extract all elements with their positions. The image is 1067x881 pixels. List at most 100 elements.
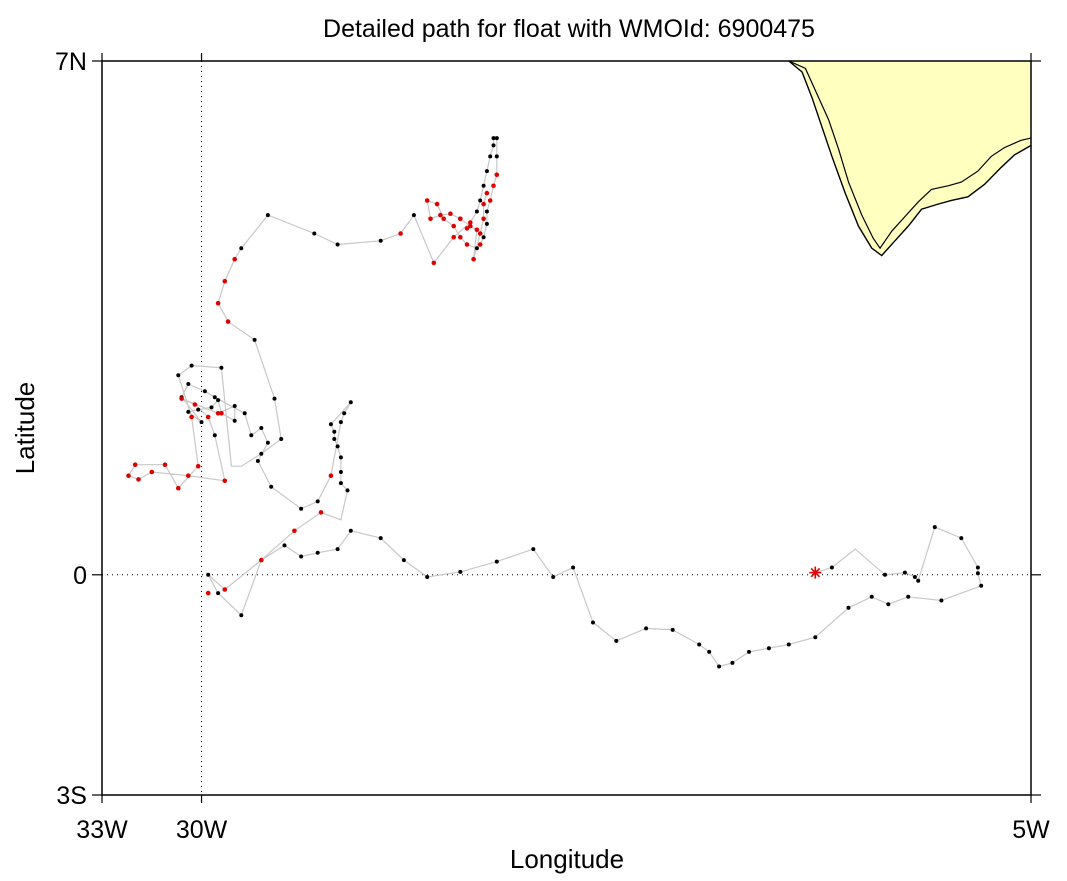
profile-point-black	[747, 649, 751, 654]
y-tick-label: 0	[73, 562, 87, 590]
profile-point-black	[494, 154, 499, 159]
profile-point-black	[335, 547, 340, 552]
marker-stroke	[810, 567, 821, 578]
profile-point-red	[458, 234, 463, 240]
profile-point-red	[179, 396, 184, 401]
profile-point-black	[494, 559, 499, 564]
profile-point-black	[829, 565, 834, 570]
profile-point-black	[458, 569, 463, 574]
profile-point-black	[730, 660, 735, 665]
profile-point-black	[484, 169, 489, 174]
profile-point-red	[451, 234, 457, 240]
coastline-inner	[788, 61, 1031, 250]
profile-point-black	[232, 418, 237, 423]
x-axis-label: Longitude	[510, 844, 624, 874]
profile-point-red	[424, 198, 430, 203]
profile-point-red	[176, 485, 181, 491]
profile-point-black	[378, 238, 383, 243]
profile-point-black	[697, 642, 702, 647]
profile-point-red	[471, 256, 476, 262]
profile-point-black	[209, 405, 214, 410]
profile-point-red	[328, 473, 334, 479]
profile-point-black	[279, 437, 284, 441]
profile-point-black	[332, 429, 337, 434]
profile-point-red	[441, 216, 447, 222]
profile-point-black	[491, 136, 496, 141]
land-area	[788, 61, 1031, 256]
profile-point-red	[428, 216, 433, 222]
profile-point-red	[438, 212, 443, 218]
float-position-marker	[809, 566, 822, 579]
profile-point-black	[378, 536, 383, 541]
map-title: Detailed path for float with WMOId: 6900…	[323, 15, 815, 43]
profile-point-black	[252, 337, 257, 342]
profile-point-red	[464, 226, 470, 231]
land-layer	[788, 61, 1031, 257]
profile-point-black	[328, 422, 333, 427]
profile-point-black	[216, 398, 221, 403]
profile-point-red	[484, 190, 490, 196]
profile-point-black	[786, 642, 791, 647]
profile-point-red	[474, 227, 480, 233]
profile-point-black	[219, 365, 224, 370]
profile-point-black	[342, 411, 347, 416]
profile-point-black	[491, 143, 496, 148]
profile-point-red	[126, 473, 131, 479]
profile-point-black	[478, 198, 483, 203]
y-tick-label: 7N	[55, 48, 87, 76]
profile-point-red	[464, 242, 470, 247]
profile-point-black	[299, 506, 304, 511]
profile-point-red	[477, 242, 483, 247]
profile-point-black	[717, 664, 722, 669]
profile-point-red	[136, 477, 141, 482]
profile-point-red	[468, 223, 473, 229]
profile-point-black	[202, 389, 207, 394]
profile-point-black	[249, 433, 254, 438]
profile-point-red	[215, 300, 221, 306]
profile-point-black	[315, 550, 320, 555]
profile-point-red	[162, 462, 168, 468]
profile-point-black	[481, 235, 486, 240]
profile-point-red	[477, 231, 483, 236]
profile-point-red	[225, 319, 231, 324]
profile-point-black	[335, 242, 340, 247]
profile-point-black	[315, 499, 320, 504]
profile-point-black	[259, 426, 264, 430]
profile-point-black	[196, 407, 201, 412]
profile-point-red	[189, 414, 194, 420]
axis-ticks: 33W 30W 5W 7N 0 3S	[55, 48, 1050, 844]
coastline-outer	[788, 61, 1031, 257]
profile-point-black	[644, 626, 649, 631]
profile-point-black	[176, 373, 181, 378]
profile-point-black	[265, 213, 270, 218]
profile-points	[126, 136, 984, 669]
profile-point-black	[312, 231, 317, 236]
profile-point-black	[186, 409, 191, 414]
profile-point-red	[491, 183, 496, 189]
profile-point-black	[401, 558, 406, 563]
profile-point-red	[222, 478, 228, 484]
profile-point-black	[975, 571, 980, 576]
profile-point-black	[813, 635, 818, 640]
profile-point-black	[883, 572, 887, 577]
profile-point-black	[338, 470, 343, 474]
profile-point-red	[431, 260, 437, 266]
profile-point-red	[481, 201, 486, 207]
profile-point-red	[215, 411, 221, 416]
profile-point-red	[494, 172, 500, 178]
profile-point-black	[186, 382, 191, 386]
profile-point-black	[189, 363, 194, 368]
profile-point-red	[186, 473, 191, 479]
profile-point-black	[707, 649, 712, 654]
profile-point-red	[222, 278, 228, 284]
x-tick-label: 30W	[176, 816, 228, 844]
profile-point-black	[766, 646, 771, 651]
profile-point-black	[614, 638, 619, 643]
profile-point-black	[846, 605, 851, 610]
profile-point-black	[959, 536, 964, 541]
profile-point-black	[869, 594, 874, 599]
float-track	[127, 137, 982, 668]
plot-frame	[101, 60, 1032, 796]
profile-point-red	[487, 198, 493, 203]
profile-point-black	[902, 570, 907, 575]
